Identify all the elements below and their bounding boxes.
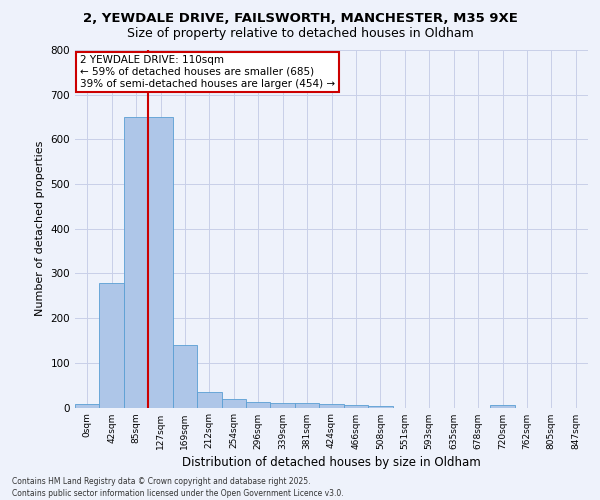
Bar [319,404,344,407]
Bar [100,284,124,408]
Bar [197,392,221,407]
Bar [246,402,271,407]
Bar [148,117,173,408]
Text: Contains HM Land Registry data © Crown copyright and database right 2025.: Contains HM Land Registry data © Crown c… [12,478,311,486]
Text: 2 YEWDALE DRIVE: 110sqm
← 59% of detached houses are smaller (685)
39% of semi-d: 2 YEWDALE DRIVE: 110sqm ← 59% of detache… [80,56,335,88]
Bar [173,345,197,408]
Bar [344,406,368,407]
Bar [368,406,392,407]
Text: 2, YEWDALE DRIVE, FAILSWORTH, MANCHESTER, M35 9XE: 2, YEWDALE DRIVE, FAILSWORTH, MANCHESTER… [83,12,517,26]
Text: Contains public sector information licensed under the Open Government Licence v3: Contains public sector information licen… [12,489,344,498]
Bar [75,404,100,407]
Text: Size of property relative to detached houses in Oldham: Size of property relative to detached ho… [127,28,473,40]
Bar [271,403,295,407]
Bar [221,398,246,407]
Bar [295,403,319,407]
Bar [124,117,148,408]
X-axis label: Distribution of detached houses by size in Oldham: Distribution of detached houses by size … [182,456,481,468]
Bar [490,406,515,407]
Y-axis label: Number of detached properties: Number of detached properties [35,141,45,316]
